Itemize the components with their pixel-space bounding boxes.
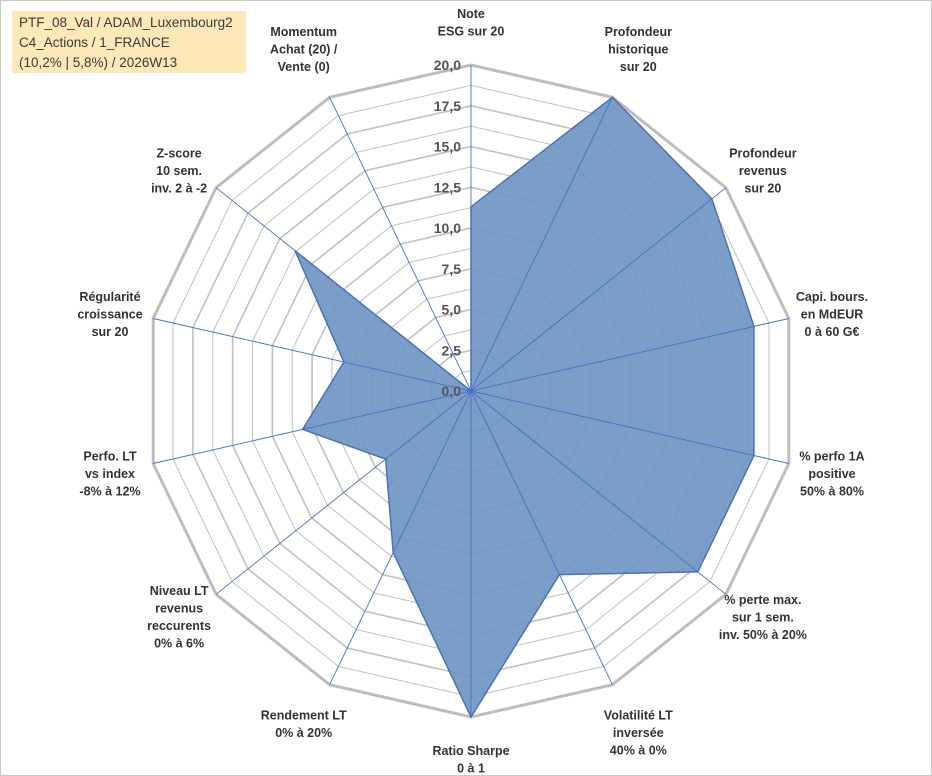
axis-label-line: reccurents: [147, 619, 211, 633]
axis-label-line: Profondeur: [605, 25, 672, 39]
tick-label: 20,0: [434, 57, 461, 73]
axis-label: Ratio Sharpe 0 à 1: [432, 744, 509, 776]
axis-label-line: Régularité: [79, 290, 140, 304]
tick-label: 5,0: [442, 302, 462, 318]
axis-label: Z-score 10 sem. inv. 2 à -2: [151, 147, 207, 196]
axis-label: % perfo 1A positive 50% à 80%: [799, 449, 864, 498]
axis-label-line: -8% à 12%: [79, 484, 140, 498]
portfolio-info-box: PTF_08_Val / ADAM_Luxembourg2 C4_Actions…: [12, 11, 246, 73]
axis-label-line: % perte max.: [724, 593, 801, 607]
axis-spoke: [470, 390, 613, 685]
radar-axis-labels: Note ESG sur 20 Profondeur historique sur 20…: [77, 7, 868, 776]
axis-label-line: revenus: [739, 164, 787, 178]
axis-spoke: [153, 390, 472, 464]
axis-label-line: Z-score: [157, 147, 202, 161]
axis-spoke: [215, 187, 472, 392]
radar-spokes: [153, 65, 789, 717]
axis-label: Momentum Achat (20) / Vente (0): [270, 25, 338, 74]
axis-label: Note ESG sur 20: [438, 7, 505, 39]
axis-label: Volatilité LT inversée 40% à 0%: [604, 709, 673, 758]
axis-label: Perfo. LT vs index -8% à 12%: [79, 449, 140, 498]
tick-label: 17,5: [434, 98, 461, 114]
tick-label: 0,0: [442, 383, 462, 399]
axis-label-line: Niveau LT: [150, 584, 209, 598]
axis-label: Profondeur revenus sur 20: [729, 147, 796, 196]
info-line-3: (10,2% | 5,8%) / 2026W13: [19, 55, 178, 70]
axis-label-line: positive: [808, 467, 855, 481]
axis-label-line: Volatilité LT: [604, 709, 673, 723]
axis-label-line: 40% à 0%: [610, 744, 667, 758]
axis-spoke: [470, 390, 789, 464]
axis-label-line: sur 20: [620, 60, 657, 74]
axis-label-line: sur 20: [744, 182, 781, 196]
axis-label-line: 0% à 20%: [275, 726, 332, 740]
axis-label-line: 50% à 80%: [800, 484, 864, 498]
axis-label-line: Note: [457, 7, 485, 21]
axis-label-line: sur 20: [92, 325, 129, 339]
tick-label: 10,0: [434, 220, 461, 236]
tick-label: 15,0: [434, 139, 461, 155]
axis-spoke: [470, 187, 727, 392]
axis-label-line: en MdEUR: [801, 308, 864, 322]
axis-spoke: [470, 318, 789, 392]
axis-label-line: inversée: [613, 726, 664, 740]
axis-label-line: inv. 50% à 20%: [719, 628, 807, 642]
axis-spoke: [215, 390, 472, 595]
tick-label: 7,5: [442, 261, 462, 277]
axis-spoke: [153, 318, 472, 392]
axis-spoke: [329, 97, 472, 392]
axis-label-line: 10 sem.: [156, 164, 202, 178]
axis-label-line: Rendement LT: [261, 709, 347, 723]
axis-label-line: Profondeur: [729, 147, 796, 161]
info-line-1: PTF_08_Val / ADAM_Luxembourg2: [19, 15, 233, 30]
axis-label-line: 0 à 1: [457, 762, 485, 776]
axis-label-line: sur 1 sem.: [732, 611, 794, 625]
radar-series: [294, 96, 755, 719]
radar-tick-labels: 0,0 2,5 5,0 7,5 10,0 12,5 15,0 17,5 20,0: [434, 57, 461, 399]
axis-label-line: Achat (20) /: [270, 43, 338, 57]
info-line-2: C4_Actions / 1_FRANCE: [19, 35, 170, 50]
axis-label-line: vs index: [85, 467, 135, 481]
axis-label: Rendement LT 0% à 20%: [261, 709, 347, 741]
axis-label: Régularité croissance sur 20: [77, 290, 142, 339]
axis-label: Profondeur historique sur 20: [605, 25, 672, 74]
axis-label-line: ESG sur 20: [438, 25, 505, 39]
tick-label: 12,5: [434, 179, 461, 195]
axis-spoke: [470, 390, 727, 595]
series-area: [294, 96, 755, 719]
axis-label-line: croissance: [77, 308, 142, 322]
axis-label-line: Vente (0): [278, 60, 330, 74]
axis-label-line: 0% à 6%: [154, 637, 204, 651]
tick-label: 2,5: [442, 342, 462, 358]
axis-label: Capi. bours. en MdEUR 0 à 60 G€: [796, 290, 868, 339]
axis-label: % perte max. sur 1 sem. inv. 50% à 20%: [719, 593, 807, 642]
axis-label-line: 0 à 60 G€: [805, 325, 860, 339]
axis-label-line: inv. 2 à -2: [151, 182, 207, 196]
axis-label: Niveau LT revenus reccurents 0% à 6%: [147, 584, 211, 651]
axis-label-line: Momentum: [270, 25, 337, 39]
axis-label-line: Capi. bours.: [796, 290, 868, 304]
axis-spoke: [329, 390, 472, 685]
axis-label-line: Ratio Sharpe: [432, 744, 509, 758]
axis-label-line: Perfo. LT: [83, 449, 137, 463]
axis-label-line: revenus: [155, 602, 203, 616]
axis-label-line: historique: [608, 43, 668, 57]
axis-spoke: [470, 97, 613, 392]
axis-label-line: % perfo 1A: [799, 449, 864, 463]
